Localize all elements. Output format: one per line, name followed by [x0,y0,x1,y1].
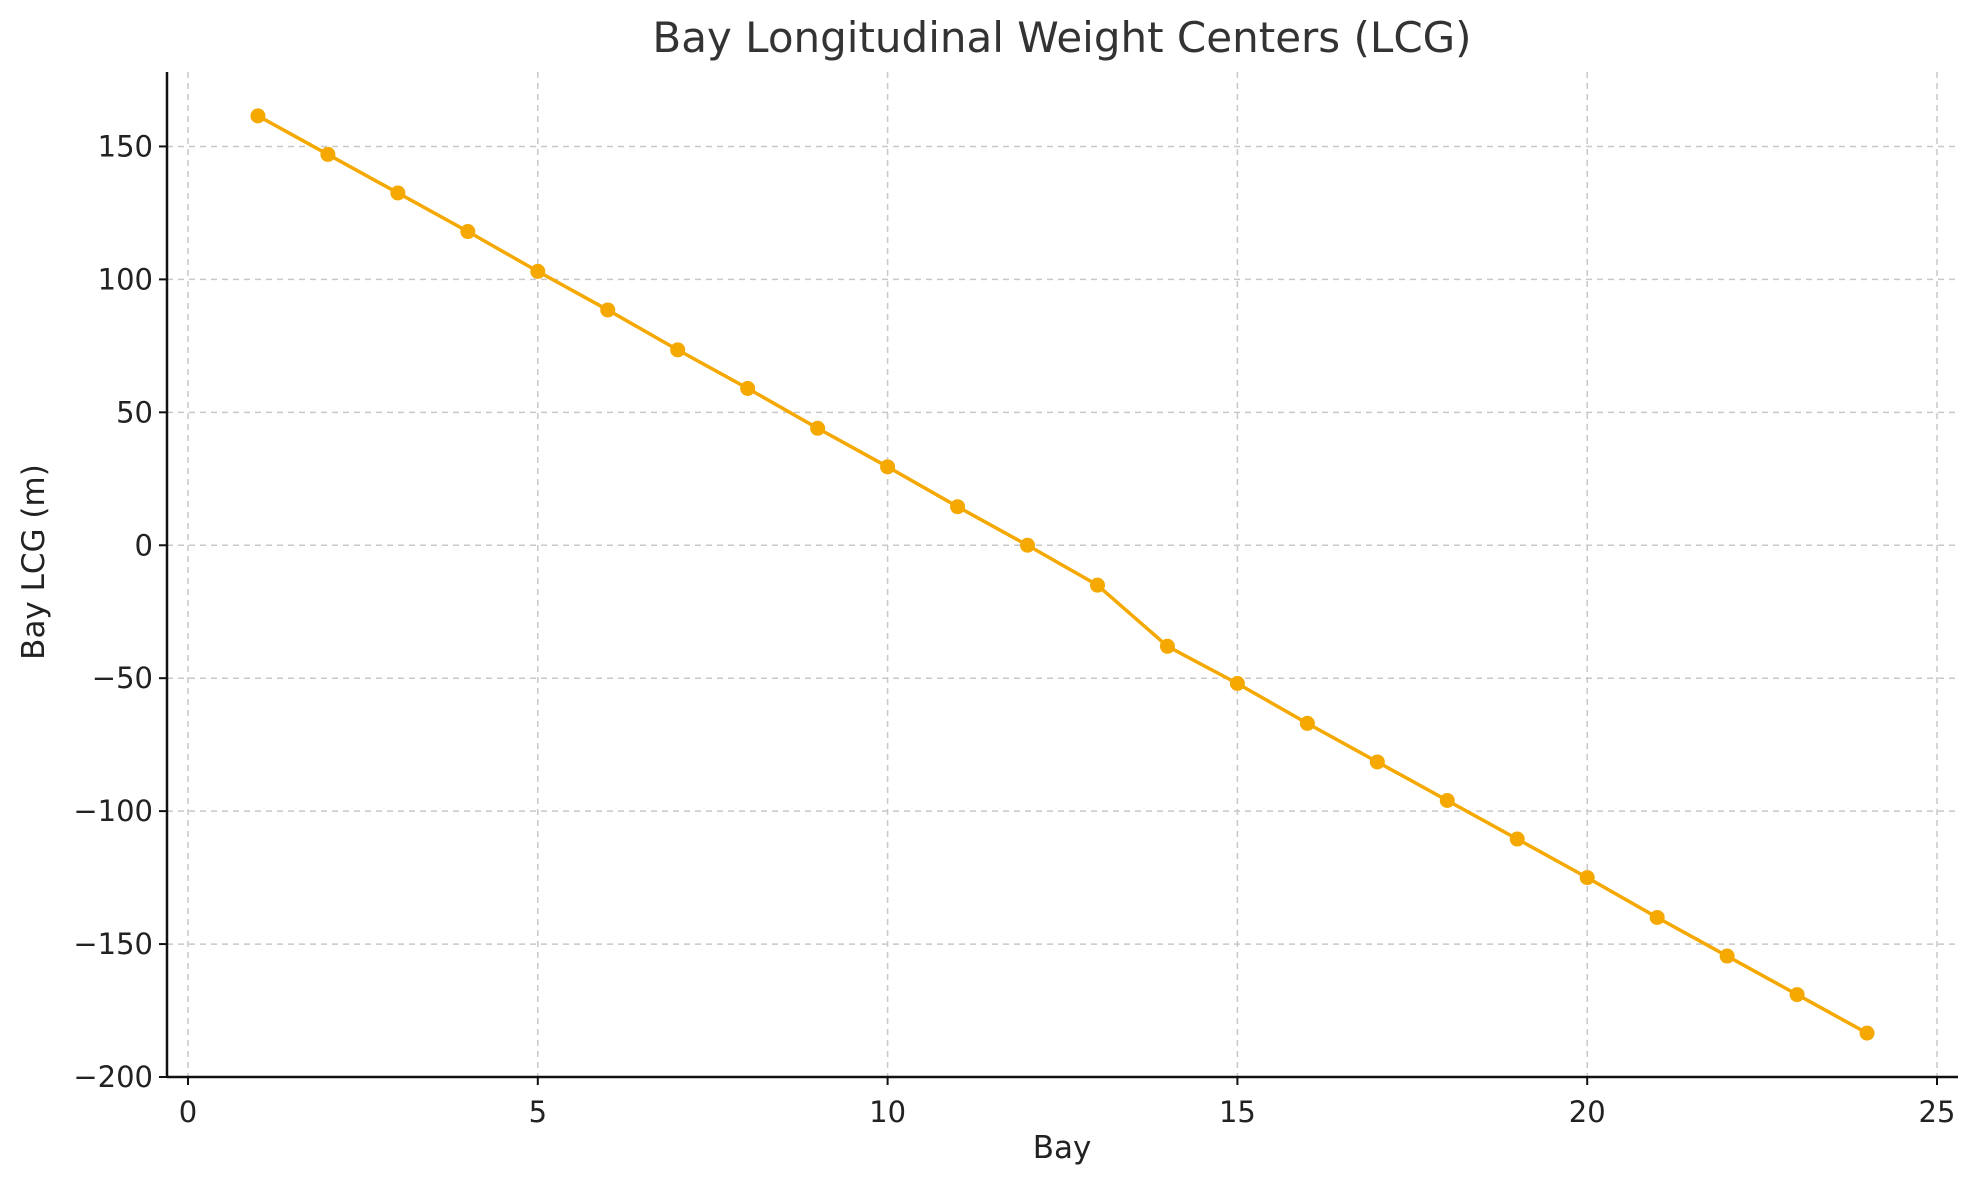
data-point [530,263,546,279]
data-point [670,342,686,358]
y-tick-label: −150 [73,927,153,961]
y-tick-label: 100 [98,262,153,296]
data-point [1649,909,1665,925]
y-tick-label: −100 [73,794,153,828]
x-tick-label: 25 [1919,1095,1956,1129]
x-tick-label: 0 [179,1095,197,1129]
y-tick-label: 0 [135,528,153,562]
tick-labels: 0 5 10 15 20 25 −200 −150 −100 −50 0 50 100 150 [73,129,1955,1129]
y-tick-label: −200 [73,1060,153,1094]
data-point [1439,792,1455,808]
series-line [257,114,1868,1035]
data-point [880,459,896,475]
chart-title: Bay Longitudinal Weight Centers (LCG) [652,13,1471,62]
y-tick-label: 50 [116,395,153,429]
data-point [1579,870,1595,886]
data-point [740,380,756,396]
data-point [1509,831,1525,847]
data-point [1159,638,1175,654]
axes [159,72,1958,1085]
data-point [1369,754,1385,770]
x-tick-label: 20 [1569,1095,1606,1129]
data-point [1089,577,1105,593]
data-point [1789,987,1805,1003]
y-tick-label: −50 [92,661,153,695]
data-point [810,420,826,436]
y-tick-label: 150 [98,129,153,163]
series [250,108,1875,1041]
data-point [1020,537,1036,553]
x-tick-label: 15 [1219,1095,1256,1129]
data-point [460,224,476,240]
data-point [1719,948,1735,964]
data-point [1229,676,1245,692]
data-point [320,146,336,162]
grid [167,72,1958,1078]
data-point [250,108,266,124]
y-axis-label: Bay LCG (m) [16,464,52,660]
x-axis-label: Bay [1033,1130,1092,1166]
x-tick-label: 5 [529,1095,547,1129]
data-point [950,499,966,515]
data-point [1859,1025,1875,1041]
x-tick-label: 10 [869,1095,906,1129]
data-point [390,185,406,201]
data-point [1299,715,1315,731]
data-point [600,302,616,318]
